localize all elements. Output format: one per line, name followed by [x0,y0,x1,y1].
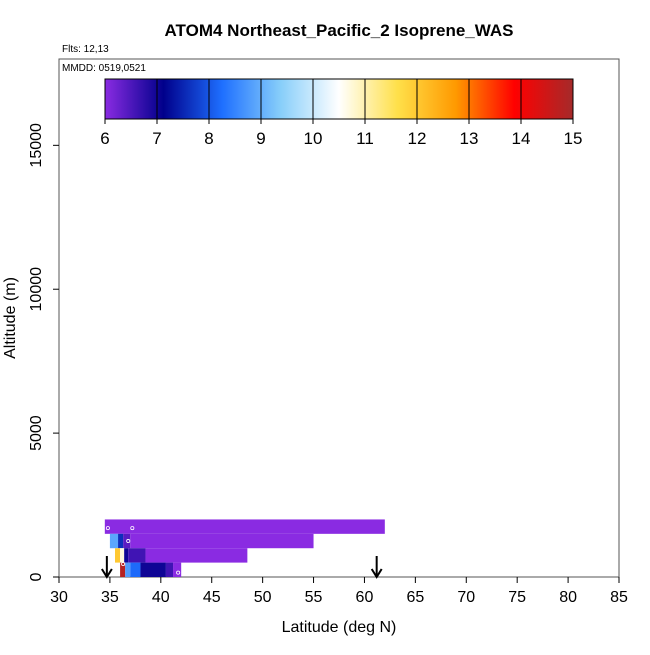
sample-points [105,526,181,575]
sample-point [121,562,126,567]
down-arrow-icon [370,556,383,579]
colorbar-tick-label: 6 [100,129,109,148]
y-tick-label: 15000 [28,123,45,168]
colorbar: 6 7 8 9 10 11 12 13 14 15 [100,78,583,148]
colorbar-tick-label: 12 [408,129,427,148]
colorbar-tick-label: 15 [564,129,583,148]
x-tick-label: 45 [203,589,221,606]
colorbar-tick-label: 9 [256,129,265,148]
y-axis-label: Altitude (m) [2,277,19,359]
sample-point [126,539,131,544]
dates-label: MMDD: 0519,0521 [62,63,146,74]
x-tick-label: 75 [508,589,526,606]
y-tick-label: 5000 [28,415,45,451]
sample-point [105,526,110,531]
heatmap-cell [130,533,314,549]
heatmap-cell [115,548,121,563]
sample-point [176,570,181,575]
colorbar-tick-label: 11 [356,129,374,148]
x-tick-label: 50 [254,589,272,606]
x-tick-label: 40 [152,589,170,606]
x-axis: 30 35 40 45 50 55 60 65 70 75 80 85 [50,577,628,606]
x-axis-label: Latitude (deg N) [282,619,397,636]
heatmap-cell [140,562,166,577]
x-tick-label: 80 [559,589,577,606]
x-tick-label: 30 [50,589,68,606]
y-tick-label: 10000 [28,267,45,312]
heatmap-cell [128,548,146,563]
colorbar-tick-label: 10 [304,129,323,148]
colorbar-tick-label: 13 [460,129,479,148]
colorbar-tick-label: 14 [512,129,531,148]
x-tick-label: 85 [610,589,628,606]
x-tick-label: 70 [457,589,475,606]
heatmap-cell [145,548,248,563]
plot-frame [58,58,620,578]
heatmap-cell [124,548,129,563]
heatmap-cell [109,533,119,549]
y-tick-label: 0 [28,572,45,581]
colorbar-tick-label: 7 [152,129,161,148]
colorbar-gradient [104,78,574,120]
heatmap-cell [130,562,141,577]
down-arrow-icon [101,556,113,579]
heatmap-cell [118,533,124,549]
heatmap-cell [165,562,174,577]
colorbar-tick-label: 8 [204,129,213,148]
heatmap-cell [104,519,385,534]
sample-point [130,526,135,531]
x-tick-label: 55 [305,589,323,606]
heatmap-cell [173,562,182,577]
heatmap-cell [120,562,126,577]
heatmap-layers [104,519,385,577]
x-tick-label: 35 [101,589,119,606]
x-tick-label: 60 [356,589,374,606]
flights-label: Flts: 12,13 [62,44,109,55]
heatmap-cell [120,548,125,563]
y-axis: 0 5000 10000 15000 [28,123,59,581]
heatmap-cell [125,562,131,577]
x-tick-label: 65 [406,589,424,606]
chart-title: ATOM4 Northeast_Pacific_2 Isoprene_WAS [165,21,514,40]
flight-arrows [101,556,383,579]
